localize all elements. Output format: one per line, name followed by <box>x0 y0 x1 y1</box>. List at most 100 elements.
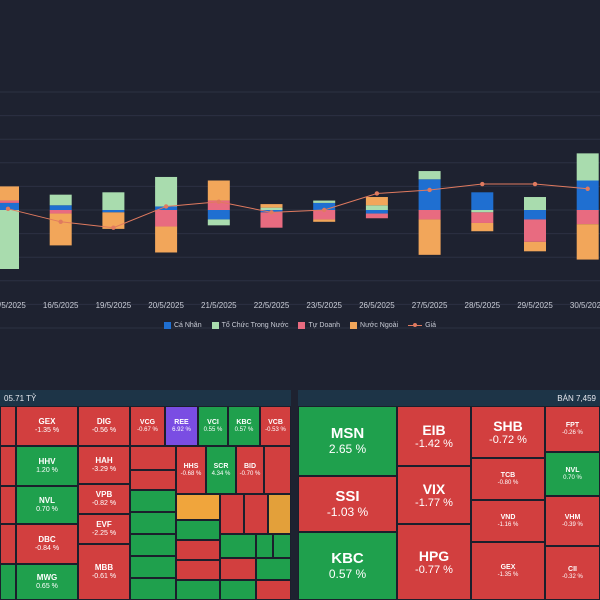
treemap-tile[interactable] <box>256 558 291 580</box>
treemap-tile-kbc[interactable]: KBC 0.57 % <box>228 406 260 446</box>
bar-segment[interactable] <box>576 224 599 260</box>
treemap-tile[interactable] <box>130 578 176 600</box>
bar-segment[interactable] <box>524 219 546 242</box>
bar-segment[interactable] <box>313 219 336 222</box>
treemap-tile[interactable] <box>176 560 220 580</box>
treemap-tile-vcg[interactable]: VCG -0.67 % <box>130 406 165 446</box>
treemap-tile-hhv[interactable]: HHV 1.20 % <box>16 446 78 486</box>
treemap-tile-dig[interactable]: DIG -0.56 % <box>78 406 130 446</box>
legend-item-ca-nhan[interactable]: Cá Nhân <box>163 321 202 329</box>
bar-segment[interactable] <box>155 226 178 253</box>
treemap-tile-gex[interactable]: GEX -1.35 % <box>16 406 78 446</box>
price-point[interactable] <box>480 181 485 187</box>
bar-segment[interactable] <box>471 192 494 210</box>
bar-segment[interactable] <box>49 210 72 214</box>
bar-segment[interactable] <box>313 200 336 203</box>
bar-segment[interactable] <box>418 210 441 220</box>
price-point[interactable] <box>585 186 590 191</box>
bar-segment[interactable] <box>524 241 546 252</box>
treemap-tile-ree[interactable]: REE 6.92 % <box>165 406 198 446</box>
bar-segment[interactable] <box>207 200 230 210</box>
bar-segment[interactable] <box>49 205 72 210</box>
bar-segment[interactable] <box>418 179 441 210</box>
treemap-tile-vix[interactable]: VIX -1.77 % <box>397 466 471 524</box>
bar-segment[interactable] <box>102 210 125 213</box>
treemap-tile[interactable] <box>130 534 176 556</box>
bar-segment[interactable] <box>102 212 125 229</box>
bar-segment[interactable] <box>207 219 230 226</box>
bar-segment[interactable] <box>260 212 283 228</box>
treemap-tile[interactable] <box>130 490 176 512</box>
treemap-tile-nvl[interactable]: NVL 0.70 % <box>16 486 78 524</box>
bar-segment[interactable] <box>418 171 441 180</box>
bar-segment[interactable] <box>260 207 283 210</box>
bar-segment[interactable] <box>313 210 336 220</box>
bar-segment[interactable] <box>471 210 494 213</box>
bar-segment[interactable] <box>207 210 230 220</box>
bar-segment[interactable] <box>471 212 494 223</box>
treemap-tile-cii[interactable]: CII -0.32 % <box>545 546 600 600</box>
bar-segment[interactable] <box>102 192 125 210</box>
price-point[interactable] <box>163 204 169 209</box>
price-point[interactable] <box>216 199 221 204</box>
bar-segment[interactable] <box>576 180 599 211</box>
treemap-tile[interactable] <box>130 512 176 534</box>
treemap-tile[interactable] <box>220 494 244 534</box>
treemap-tile-tcb[interactable]: TCB -0.80 % <box>471 458 545 500</box>
treemap-tile-hpg[interactable]: HPG -0.77 % <box>397 524 471 600</box>
bar-segment[interactable] <box>260 204 283 208</box>
treemap-tile-fpt[interactable]: FPT -0.26 % <box>545 406 600 452</box>
bar-segment[interactable] <box>365 205 388 210</box>
treemap-tile[interactable] <box>176 494 220 520</box>
price-point[interactable] <box>427 187 432 193</box>
treemap-tile-eib[interactable]: EIB -1.42 % <box>397 406 471 466</box>
bar-segment[interactable] <box>155 210 178 227</box>
price-point[interactable] <box>5 206 11 212</box>
bar-segment[interactable] <box>155 176 178 207</box>
bar-segment[interactable] <box>207 180 230 201</box>
bar-segment[interactable] <box>576 210 599 225</box>
bar-segment[interactable] <box>471 222 494 232</box>
price-point[interactable] <box>111 225 116 230</box>
price-point[interactable] <box>374 191 380 196</box>
legend-item-to-chuc[interactable]: Tổ Chức Trong Nước <box>211 321 288 329</box>
bar-segment[interactable] <box>365 197 388 206</box>
treemap-tile-dbc[interactable]: DBC -0.84 % <box>16 524 78 564</box>
treemap-tile-mbb[interactable]: MBB -0.61 % <box>78 544 130 600</box>
treemap-tile[interactable] <box>130 470 176 490</box>
treemap-tile-nvl-right[interactable]: NVL 0.70 % <box>545 452 600 496</box>
bar-segment[interactable] <box>0 200 19 203</box>
price-point[interactable] <box>269 210 274 215</box>
treemap-tile-vcb[interactable]: VCB -0.53 % <box>260 406 291 446</box>
treemap-tile-kbc-right[interactable]: KBC 0.57 % <box>298 532 397 600</box>
treemap-tile-vnd[interactable]: VND -1.16 % <box>471 500 545 542</box>
treemap-tile-hhs[interactable]: HHS -0.68 % <box>176 446 206 494</box>
treemap-tile-evf[interactable]: EVF -2.25 % <box>78 514 130 544</box>
treemap-tile-gex-right[interactable]: GEX -1.35 % <box>471 542 545 600</box>
bar-segment[interactable] <box>49 213 72 246</box>
treemap-tile[interactable] <box>176 540 220 560</box>
treemap-tile[interactable] <box>220 558 256 580</box>
treemap-tile[interactable] <box>273 534 291 558</box>
treemap-tile[interactable] <box>176 520 220 540</box>
treemap-tile-scr[interactable]: SCR 4.34 % <box>206 446 236 494</box>
treemap-tile[interactable] <box>0 486 16 524</box>
treemap-tile[interactable] <box>0 446 16 486</box>
treemap-tile[interactable] <box>268 494 291 534</box>
treemap-tile[interactable] <box>220 580 256 600</box>
treemap-tile[interactable] <box>256 580 291 600</box>
treemap-tile-vhm[interactable]: VHM -0.39 % <box>545 496 600 546</box>
price-point[interactable] <box>532 181 538 187</box>
bar-segment[interactable] <box>365 213 388 219</box>
bar-segment[interactable] <box>49 194 72 206</box>
bar-segment[interactable] <box>0 202 19 210</box>
bar-segment[interactable] <box>365 210 388 214</box>
treemap-tile-shb[interactable]: SHB -0.72 % <box>471 406 545 458</box>
treemap-tile[interactable] <box>130 446 176 470</box>
treemap-tile[interactable] <box>256 534 273 558</box>
price-point[interactable] <box>58 219 63 224</box>
legend-item-tu-doanh[interactable]: Tự Doanh <box>298 321 340 329</box>
treemap-tile[interactable] <box>176 580 220 600</box>
bar-segment[interactable] <box>418 219 441 255</box>
price-point[interactable] <box>322 207 327 213</box>
